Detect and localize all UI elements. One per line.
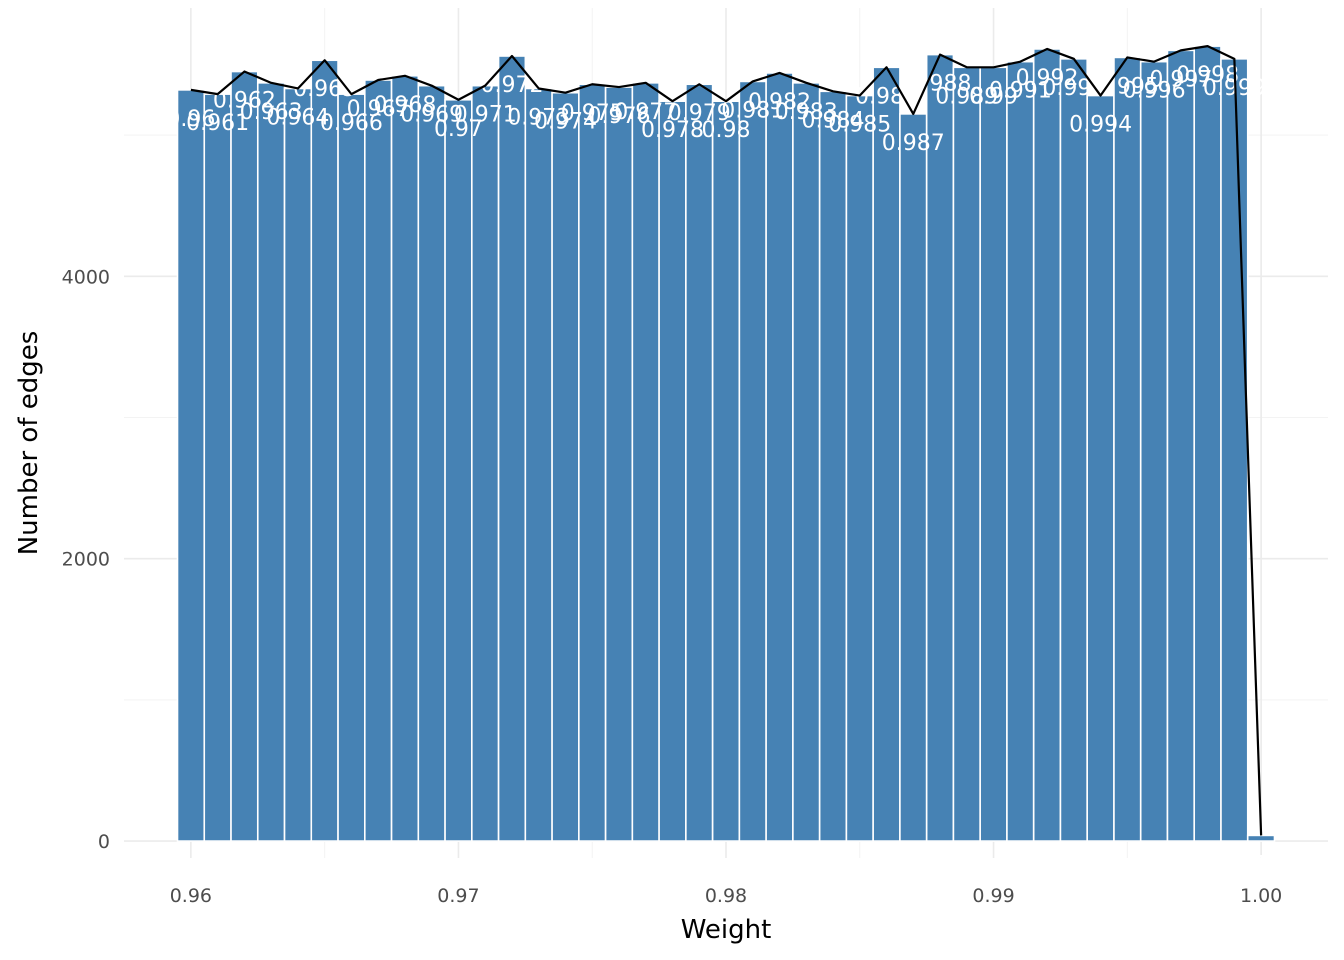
- bar-value-label: 0.968: [373, 93, 436, 118]
- bar-value-label: 0.972: [480, 73, 543, 98]
- x-tick-label: 0.96: [170, 885, 212, 907]
- bar-value-label: 0.974: [534, 110, 597, 135]
- histogram-bar: [818, 90, 848, 842]
- bar-value-label: 0.984: [802, 108, 865, 133]
- histogram-bar: [1086, 94, 1115, 842]
- bar-value-label: 0.969: [400, 103, 463, 128]
- histogram-bar: [203, 93, 232, 842]
- histogram-bar: [497, 55, 527, 842]
- histogram-bar: [925, 53, 955, 842]
- bar-value-label: 0.962: [213, 89, 276, 114]
- histogram-bar: [738, 80, 767, 842]
- bar-value-label: 0.997: [1149, 67, 1212, 92]
- y-tick-label: 4000: [62, 266, 110, 288]
- bar-value-label: 0.991: [989, 79, 1052, 104]
- bar-value-label: 0.966: [320, 111, 383, 136]
- histogram-bar: [604, 86, 634, 842]
- bar-value-label: 0.994: [1069, 113, 1132, 138]
- histogram-bar: [310, 59, 339, 842]
- histogram-bar: [1113, 56, 1142, 842]
- bar-value-label: 0.99: [969, 84, 1018, 109]
- histogram-bar: [1006, 60, 1035, 842]
- count-trend-line: [190, 45, 1263, 836]
- histogram-bar: [979, 66, 1008, 842]
- bar-value-label: 0.963: [240, 100, 303, 125]
- histogram-bar: [1220, 58, 1249, 842]
- histogram-bar: [765, 72, 794, 842]
- bar-value-label: 0.977: [614, 100, 677, 125]
- histogram-bar: [230, 70, 259, 842]
- bar-value-label: 0.979: [668, 101, 731, 126]
- bar-value-label: 0.975: [561, 101, 624, 126]
- histogram-bar: [390, 74, 420, 842]
- histogram-bar: [337, 93, 366, 842]
- bar-labels: 0.960.9610.9620.9630.9640.9650.9660.9670…: [166, 63, 1268, 877]
- bar-value-label: 0.998: [1176, 63, 1239, 88]
- histogram-bar: [444, 98, 473, 842]
- histogram-bar: [363, 79, 393, 842]
- histogram-bar: [845, 94, 874, 842]
- x-axis-tick-labels: 0.96 0.97 0.98 0.99 1.00: [170, 885, 1283, 907]
- bar-value-label: 0.985: [828, 113, 891, 138]
- bar-value-label: 0.973: [507, 105, 570, 130]
- x-tick-label: 0.97: [437, 885, 479, 907]
- y-axis-title: Number of edges: [14, 331, 44, 556]
- histogram-bar: [524, 87, 553, 842]
- histogram-bar: [551, 91, 580, 842]
- histogram-bar: [658, 100, 687, 842]
- bar-value-label: 0.96: [166, 107, 215, 132]
- y-axis-tick-labels: 0 2000 4000: [62, 266, 110, 853]
- bar-value-label: 0.976: [587, 104, 650, 129]
- bar-value-label: 1: [1254, 852, 1268, 877]
- histogram-bar: [417, 84, 446, 842]
- bar-value-label: 0.961: [186, 111, 249, 136]
- histogram-bar: [283, 87, 313, 842]
- histogram-bar: [578, 83, 607, 842]
- histogram-bar: [792, 82, 821, 842]
- y-tick-label: 2000: [62, 549, 110, 571]
- trend-line-layer: [190, 45, 1263, 836]
- x-tick-label: 0.98: [705, 885, 747, 907]
- histogram-bar: [1166, 49, 1196, 842]
- bar-value-label: 0.964: [266, 105, 329, 130]
- histogram-bar: [256, 82, 286, 842]
- histogram-bar: [1139, 60, 1169, 842]
- bar-value-label: 0.988: [909, 72, 972, 97]
- bar-value-label: 0.983: [775, 100, 838, 125]
- bar-value-label: 0.982: [748, 90, 811, 115]
- histogram-bar: [711, 100, 741, 842]
- bar-value-label: 0.996: [1123, 79, 1186, 104]
- x-tick-label: 1.00: [1240, 885, 1282, 907]
- bar-value-label: 0.981: [721, 98, 784, 123]
- histogram-bar: [1193, 45, 1222, 842]
- histogram-bar: [176, 89, 206, 842]
- bar-value-label: 0.97: [434, 117, 483, 142]
- histogram-bar: [1059, 58, 1089, 842]
- histogram-bar: [899, 113, 928, 842]
- x-tick-label: 0.99: [972, 885, 1014, 907]
- histogram-bar: [952, 66, 981, 842]
- bar-value-label: 0.98: [702, 118, 751, 143]
- histogram-bar: [685, 83, 714, 842]
- bars: [176, 45, 1276, 842]
- bar-value-label: 0.971: [454, 103, 517, 128]
- histogram-bar: [872, 66, 901, 842]
- bar-value-label: 0.992: [1016, 66, 1079, 91]
- bar-value-label: 0.987: [882, 131, 945, 156]
- histogram-bar: [471, 84, 500, 842]
- histogram-bar: [1032, 48, 1062, 842]
- histogram-bar: [631, 82, 660, 842]
- histogram-bar: [1246, 834, 1276, 842]
- y-tick-label: 0: [98, 831, 110, 853]
- bar-value-label: 0.967: [347, 97, 410, 122]
- bar-value-label: 0.978: [641, 118, 704, 143]
- bar-value-label: 0.989: [935, 84, 998, 109]
- x-axis-title: Weight: [681, 915, 772, 945]
